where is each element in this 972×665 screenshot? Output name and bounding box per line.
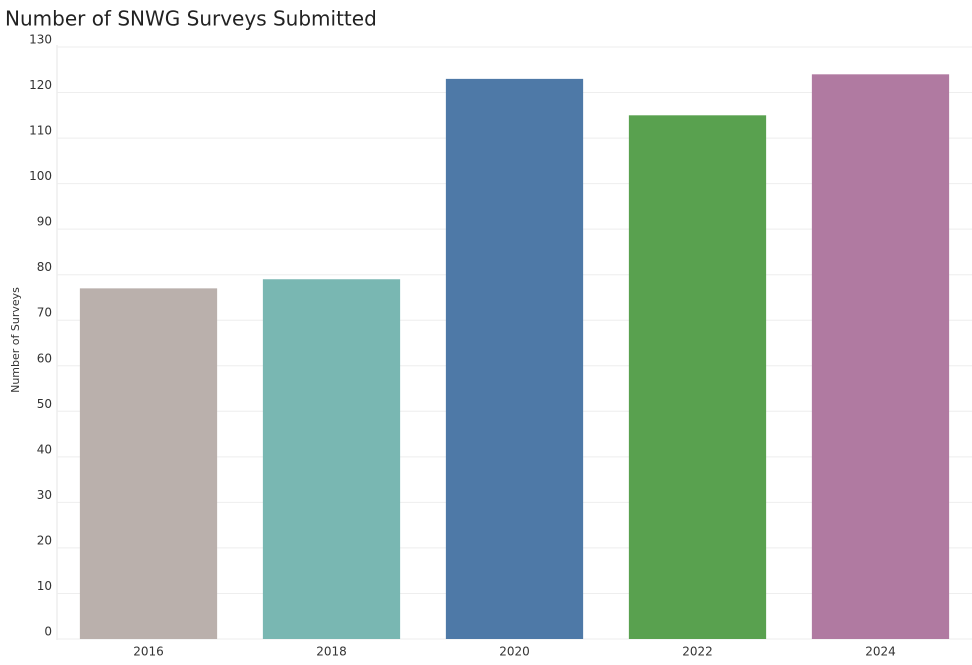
y-tick-label: 60 [37,351,52,365]
y-tick-label: 100 [29,169,52,183]
y-tick-label: 30 [37,488,52,502]
y-tick-label: 10 [37,579,52,593]
y-tick-label: 110 [29,124,52,138]
x-tick-label: 2024 [865,645,896,659]
bar [811,74,950,640]
y-tick-label: 80 [37,260,52,274]
y-tick-label: 0 [44,625,52,639]
bar [79,288,218,639]
bar [262,279,401,639]
y-tick-label: 90 [37,215,52,229]
y-axis-label: Number of Surveys [9,287,22,393]
bar [628,115,767,640]
bar [445,78,584,639]
y-tick-label: 20 [37,533,52,547]
y-tick-label: 130 [29,33,52,47]
x-tick-label: 2016 [133,645,164,659]
x-tick-label: 2018 [316,645,347,659]
y-tick-label: 70 [37,306,52,320]
y-tick-label: 40 [37,442,52,456]
x-tick-label: 2022 [682,645,713,659]
x-tick-label: 2020 [499,645,530,659]
chart-title: Number of SNWG Surveys Submitted [5,7,377,31]
y-tick-label: 120 [29,78,52,92]
y-tick-label: 50 [37,397,52,411]
